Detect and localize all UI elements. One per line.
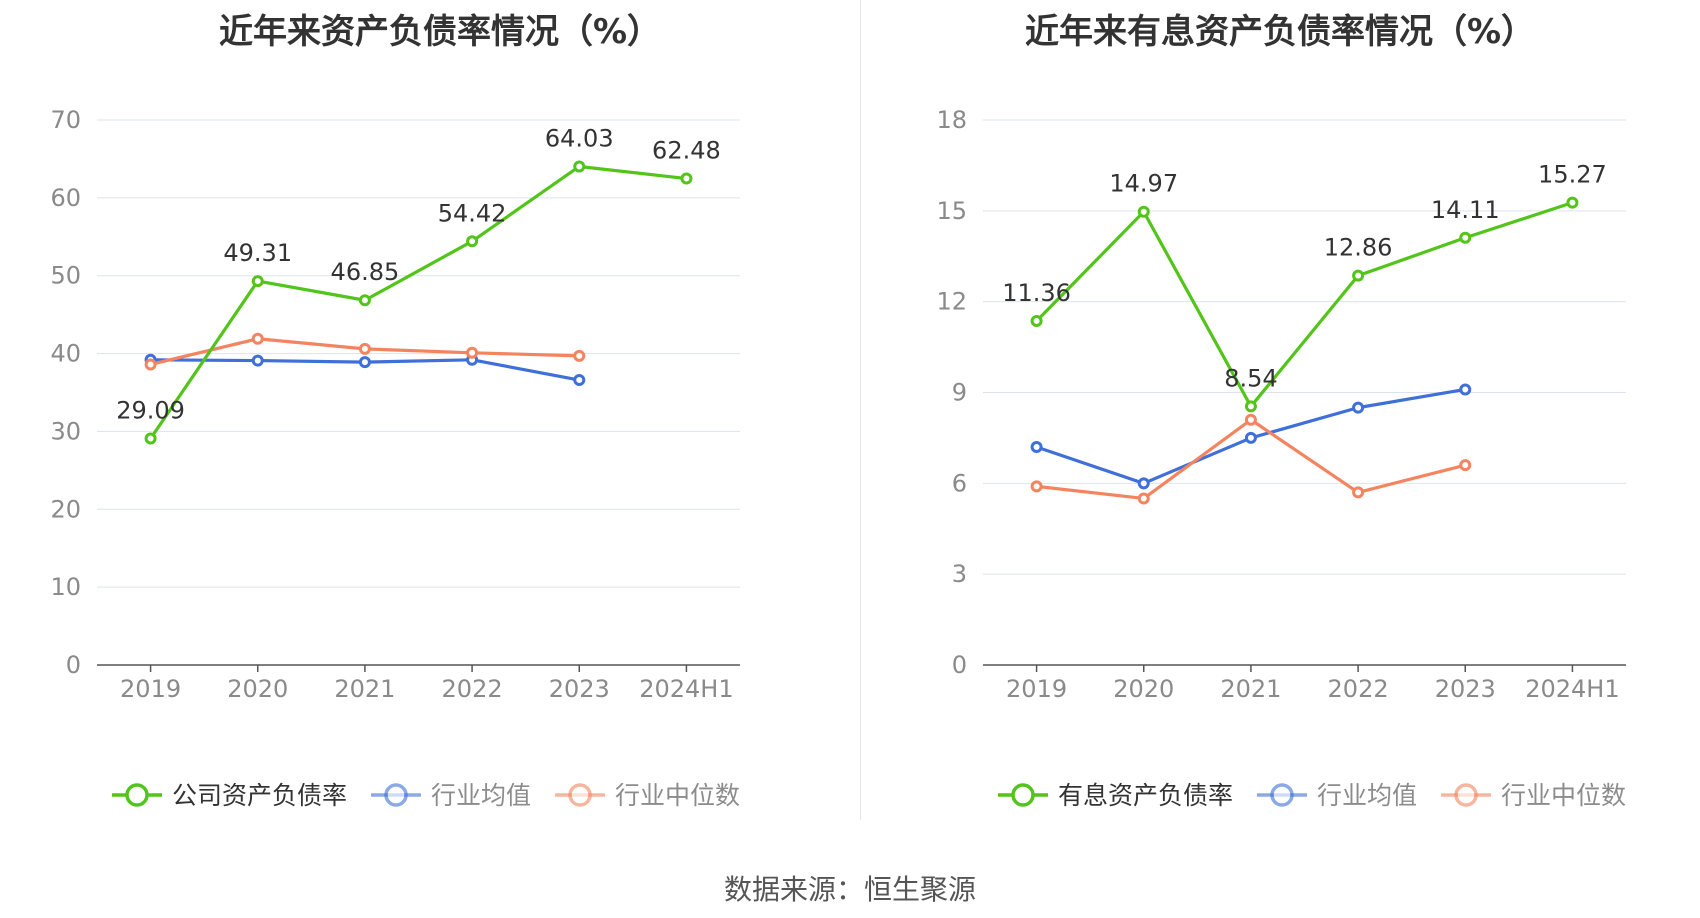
data-point [358,356,371,369]
series-line [1035,201,1573,409]
legend-label: 行业中位数 [1501,781,1626,810]
y-tick-label: 20 [50,495,81,523]
legend-marker [1454,783,1478,807]
data-point [466,235,479,248]
data-point [1566,196,1579,209]
y-tick-label: 6 [952,469,967,497]
y-tick-label: 60 [50,184,81,212]
data-point [1137,205,1150,218]
x-tick-label: 2023 [549,675,610,703]
x-tick-label: 2020 [227,675,288,703]
data-point [1137,477,1150,490]
data-label: 15.27 [1538,161,1607,189]
panel-divider [860,0,861,820]
series-line [1036,418,1466,501]
y-tick-label: 18 [936,106,967,134]
data-point [1030,441,1043,453]
y-tick-label: 0 [66,651,81,679]
x-tick-label: 2022 [442,675,503,703]
y-tick-label: 12 [936,288,967,316]
x-tick-label: 2019 [120,675,181,703]
chart-title-right: 近年来有息资产负债率情况（%） [1024,12,1536,52]
data-point [573,374,586,387]
x-tick-label: 2023 [1435,675,1496,703]
legend-label: 有息资产负债率 [1058,781,1233,810]
data-label: 14.11 [1431,196,1500,224]
x-tick-label: 2019 [1006,675,1067,703]
x-tick-label: 2021 [334,675,395,703]
data-point [1352,269,1365,282]
data-point [251,332,264,345]
legend-marker [568,783,592,807]
data-label: 12.86 [1324,234,1393,262]
data-point [1244,431,1257,444]
data-point [144,432,157,445]
data-point [144,358,157,371]
data-label: 11.36 [1002,279,1071,307]
series-line [149,164,687,440]
data-label: 8.54 [1224,364,1277,392]
data-point [1459,383,1472,396]
data-point [466,346,479,359]
x-tick-label: 2024H1 [639,675,733,703]
legend-label: 行业中位数 [615,781,740,810]
data-point [1030,315,1043,328]
legend-label: 行业均值 [431,781,531,810]
data-point [1137,492,1150,505]
y-tick-label: 15 [936,197,967,225]
data-point [1352,486,1365,499]
x-tick-label: 2021 [1220,675,1281,703]
x-tick-label: 2022 [1328,675,1389,703]
x-tick-label: 2024H1 [1525,675,1619,703]
data-label: 14.97 [1109,170,1178,198]
data-point [1030,480,1043,493]
x-tick-label: 2020 [1113,675,1174,703]
data-point [1244,413,1257,426]
data-point [1459,231,1472,244]
data-point [680,172,693,185]
data-label: 49.31 [223,239,292,267]
legend-marker [1011,783,1035,807]
data-point [1352,401,1365,414]
data-label: 29.09 [116,397,185,425]
data-point [251,275,264,288]
data-point [1459,459,1472,472]
legend-marker [384,783,408,807]
y-tick-label: 3 [952,560,967,588]
y-tick-label: 40 [50,340,81,368]
legend-marker [125,783,149,807]
data-label: 64.03 [545,124,614,152]
legend-marker [1270,783,1294,807]
chart-0: 0 10 20 30 40 50 60 70 2019 2020 2021 2022 2023 2024H… [50,106,740,810]
y-tick-label: 30 [50,417,81,445]
data-point [358,294,371,307]
data-point [251,354,264,367]
data-source: 数据来源：恒生聚源 [723,873,976,906]
chart-title-left: 近年来资产负债率情况（%） [218,12,662,52]
y-tick-label: 0 [952,651,967,679]
data-label: 62.48 [652,137,721,165]
y-tick-label: 70 [50,106,81,134]
y-tick-label: 9 [952,379,967,407]
data-point [358,342,371,355]
y-tick-label: 10 [50,573,81,601]
legend-label: 行业均值 [1317,781,1417,810]
chart-1: 0 3 6 9 12 15 18 2019 2020 2021 2022 2023 2024H1 11.3… [936,106,1626,810]
data-point [1244,400,1257,413]
data-label: 54.42 [438,199,507,227]
y-tick-label: 50 [50,262,81,290]
data-point [573,349,586,362]
legend-label: 公司资产负债率 [172,781,347,810]
data-point [573,160,586,173]
data-label: 46.85 [331,258,400,286]
